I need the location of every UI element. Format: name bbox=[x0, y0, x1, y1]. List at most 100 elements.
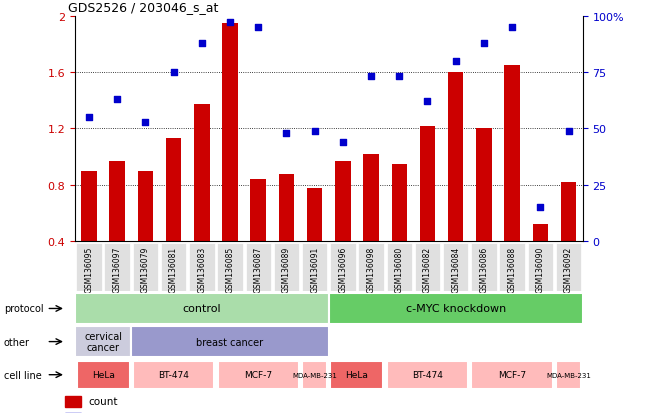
Point bbox=[422, 99, 433, 105]
Text: GSM136084: GSM136084 bbox=[451, 246, 460, 292]
Bar bbox=[561, 183, 576, 298]
Bar bbox=[279, 174, 294, 298]
Bar bbox=[476, 129, 492, 298]
Bar bbox=[65, 396, 81, 407]
Text: breast cancer: breast cancer bbox=[197, 337, 264, 347]
Bar bbox=[505, 66, 520, 298]
Bar bbox=[363, 154, 379, 298]
FancyBboxPatch shape bbox=[245, 244, 271, 291]
Bar bbox=[81, 171, 97, 298]
Text: GSM136082: GSM136082 bbox=[423, 246, 432, 292]
FancyBboxPatch shape bbox=[161, 244, 186, 291]
Text: c-MYC knockdown: c-MYC knockdown bbox=[406, 304, 506, 314]
Point bbox=[338, 139, 348, 146]
FancyBboxPatch shape bbox=[443, 244, 469, 291]
FancyBboxPatch shape bbox=[302, 361, 327, 389]
Text: MDA-MB-231: MDA-MB-231 bbox=[546, 372, 591, 378]
FancyBboxPatch shape bbox=[105, 244, 130, 291]
Point bbox=[84, 114, 94, 121]
Text: cell line: cell line bbox=[4, 370, 42, 380]
Text: MCF-7: MCF-7 bbox=[244, 370, 272, 379]
Text: control: control bbox=[182, 304, 221, 314]
FancyBboxPatch shape bbox=[329, 293, 583, 324]
Bar bbox=[109, 161, 125, 298]
Text: GSM136080: GSM136080 bbox=[395, 246, 404, 292]
Point bbox=[112, 97, 122, 103]
Text: GSM136091: GSM136091 bbox=[310, 246, 319, 292]
FancyBboxPatch shape bbox=[387, 361, 468, 389]
Text: BT-474: BT-474 bbox=[158, 370, 189, 379]
Bar bbox=[222, 24, 238, 298]
Text: GSM136085: GSM136085 bbox=[225, 246, 234, 292]
Point bbox=[309, 128, 320, 135]
FancyBboxPatch shape bbox=[75, 293, 329, 324]
FancyBboxPatch shape bbox=[527, 244, 553, 291]
FancyBboxPatch shape bbox=[556, 244, 581, 291]
Text: other: other bbox=[4, 337, 30, 347]
Bar bbox=[533, 225, 548, 298]
Text: GSM136098: GSM136098 bbox=[367, 246, 376, 292]
Text: GSM136083: GSM136083 bbox=[197, 246, 206, 292]
Point bbox=[253, 24, 264, 31]
Point bbox=[535, 204, 546, 211]
Point bbox=[563, 128, 574, 135]
Text: GSM136092: GSM136092 bbox=[564, 246, 573, 292]
Text: GSM136087: GSM136087 bbox=[254, 246, 263, 292]
Text: GSM136089: GSM136089 bbox=[282, 246, 291, 292]
FancyBboxPatch shape bbox=[330, 244, 355, 291]
Bar bbox=[194, 105, 210, 298]
Text: count: count bbox=[88, 396, 117, 406]
Text: GDS2526 / 203046_s_at: GDS2526 / 203046_s_at bbox=[68, 2, 219, 14]
Text: MDA-MB-231: MDA-MB-231 bbox=[292, 372, 337, 378]
Text: GSM136088: GSM136088 bbox=[508, 246, 517, 292]
Text: GSM136095: GSM136095 bbox=[85, 246, 94, 292]
Text: GSM136096: GSM136096 bbox=[339, 246, 348, 292]
Text: HeLa: HeLa bbox=[346, 370, 368, 379]
Point bbox=[366, 74, 376, 81]
Point bbox=[169, 69, 179, 76]
FancyBboxPatch shape bbox=[133, 361, 214, 389]
FancyBboxPatch shape bbox=[217, 244, 243, 291]
Point bbox=[478, 40, 489, 47]
Point bbox=[507, 24, 518, 31]
Bar bbox=[137, 171, 153, 298]
Text: MCF-7: MCF-7 bbox=[498, 370, 526, 379]
FancyBboxPatch shape bbox=[471, 361, 553, 389]
Text: GSM136079: GSM136079 bbox=[141, 246, 150, 292]
Text: GSM136081: GSM136081 bbox=[169, 246, 178, 292]
FancyBboxPatch shape bbox=[76, 244, 102, 291]
Bar bbox=[166, 139, 182, 298]
FancyBboxPatch shape bbox=[75, 326, 132, 357]
FancyBboxPatch shape bbox=[132, 326, 329, 357]
FancyBboxPatch shape bbox=[499, 244, 525, 291]
Bar bbox=[335, 161, 351, 298]
Point bbox=[140, 119, 150, 126]
Point bbox=[281, 130, 292, 137]
Text: GSM136097: GSM136097 bbox=[113, 246, 122, 292]
Point bbox=[225, 20, 235, 26]
FancyBboxPatch shape bbox=[189, 244, 215, 291]
Text: BT-474: BT-474 bbox=[412, 370, 443, 379]
FancyBboxPatch shape bbox=[133, 244, 158, 291]
Point bbox=[197, 40, 207, 47]
FancyBboxPatch shape bbox=[359, 244, 384, 291]
Bar bbox=[307, 188, 322, 298]
FancyBboxPatch shape bbox=[217, 361, 299, 389]
Point bbox=[394, 74, 404, 81]
Bar bbox=[391, 164, 407, 298]
Text: GSM136090: GSM136090 bbox=[536, 246, 545, 292]
FancyBboxPatch shape bbox=[77, 361, 130, 389]
FancyBboxPatch shape bbox=[302, 244, 327, 291]
Text: protocol: protocol bbox=[4, 304, 44, 314]
Point bbox=[450, 58, 461, 65]
Text: HeLa: HeLa bbox=[92, 370, 115, 379]
Bar bbox=[448, 73, 464, 298]
FancyBboxPatch shape bbox=[471, 244, 497, 291]
Bar bbox=[420, 126, 436, 298]
FancyBboxPatch shape bbox=[387, 244, 412, 291]
Bar bbox=[251, 180, 266, 298]
FancyBboxPatch shape bbox=[331, 361, 383, 389]
FancyBboxPatch shape bbox=[415, 244, 440, 291]
FancyBboxPatch shape bbox=[273, 244, 299, 291]
Text: GSM136086: GSM136086 bbox=[479, 246, 488, 292]
